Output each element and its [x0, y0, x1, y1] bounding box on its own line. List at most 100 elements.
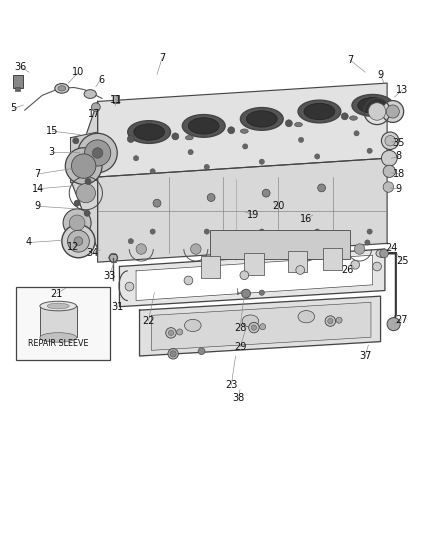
Circle shape: [228, 127, 235, 134]
Text: 22: 22: [142, 316, 155, 326]
Text: 29: 29: [234, 342, 246, 352]
Circle shape: [73, 138, 79, 144]
Circle shape: [84, 210, 90, 216]
Ellipse shape: [40, 333, 77, 342]
Circle shape: [382, 101, 404, 123]
Text: 33: 33: [103, 271, 115, 281]
Circle shape: [172, 133, 179, 140]
FancyBboxPatch shape: [16, 287, 110, 360]
Text: 9: 9: [378, 70, 384, 80]
Text: 9: 9: [396, 184, 402, 194]
Text: 26: 26: [342, 265, 354, 275]
Circle shape: [125, 282, 134, 291]
Circle shape: [341, 113, 348, 120]
Circle shape: [74, 200, 80, 206]
FancyBboxPatch shape: [113, 95, 119, 103]
Text: 25: 25: [396, 256, 409, 266]
Circle shape: [74, 237, 83, 246]
Ellipse shape: [294, 123, 302, 127]
Circle shape: [383, 165, 396, 177]
Circle shape: [368, 103, 386, 120]
Circle shape: [328, 318, 333, 324]
Text: 10: 10: [72, 67, 85, 77]
Polygon shape: [136, 255, 373, 301]
Text: 34: 34: [86, 248, 99, 259]
Ellipse shape: [84, 90, 96, 99]
Circle shape: [365, 240, 370, 245]
Circle shape: [381, 150, 397, 166]
Circle shape: [170, 351, 176, 357]
Circle shape: [314, 154, 320, 159]
FancyBboxPatch shape: [201, 256, 220, 278]
Text: 12: 12: [67, 242, 79, 252]
Circle shape: [380, 249, 389, 258]
Circle shape: [136, 244, 147, 254]
Circle shape: [76, 183, 95, 203]
Ellipse shape: [40, 301, 77, 311]
Text: 27: 27: [395, 315, 408, 325]
Circle shape: [259, 159, 265, 164]
Circle shape: [92, 103, 100, 111]
Circle shape: [191, 244, 201, 254]
FancyBboxPatch shape: [288, 251, 307, 272]
Polygon shape: [98, 158, 387, 262]
Ellipse shape: [242, 315, 259, 327]
Polygon shape: [98, 83, 387, 177]
Circle shape: [128, 239, 134, 244]
Circle shape: [249, 322, 259, 333]
Text: 5: 5: [11, 103, 17, 114]
Text: 23: 23: [225, 380, 237, 390]
Circle shape: [354, 244, 365, 254]
Text: 7: 7: [159, 53, 166, 63]
Polygon shape: [71, 101, 98, 249]
FancyBboxPatch shape: [13, 75, 22, 88]
Ellipse shape: [182, 115, 225, 138]
Text: 9: 9: [35, 201, 41, 211]
Ellipse shape: [298, 311, 314, 323]
Circle shape: [240, 271, 249, 280]
Text: REPAIR SLEEVE: REPAIR SLEEVE: [28, 339, 88, 348]
Circle shape: [251, 325, 257, 330]
Circle shape: [301, 244, 311, 254]
Ellipse shape: [47, 303, 69, 309]
Text: 31: 31: [112, 302, 124, 312]
Circle shape: [134, 156, 139, 161]
Circle shape: [204, 229, 209, 234]
Ellipse shape: [128, 120, 170, 143]
Circle shape: [259, 290, 265, 295]
FancyBboxPatch shape: [323, 248, 342, 270]
Circle shape: [296, 265, 304, 274]
Circle shape: [381, 132, 399, 149]
Circle shape: [367, 229, 372, 234]
Circle shape: [168, 349, 178, 359]
Text: 8: 8: [396, 151, 402, 161]
Text: 38: 38: [233, 393, 245, 403]
Circle shape: [92, 148, 103, 158]
Circle shape: [314, 229, 320, 234]
Text: 19: 19: [247, 210, 259, 220]
Text: 37: 37: [359, 351, 371, 361]
Ellipse shape: [240, 129, 248, 133]
Circle shape: [177, 329, 183, 335]
Circle shape: [243, 144, 248, 149]
Circle shape: [286, 120, 292, 127]
Ellipse shape: [376, 249, 387, 257]
Circle shape: [207, 193, 215, 201]
Circle shape: [385, 135, 396, 146]
Circle shape: [318, 184, 325, 192]
Circle shape: [354, 131, 359, 136]
Ellipse shape: [352, 94, 393, 116]
Circle shape: [379, 108, 386, 115]
Circle shape: [71, 154, 96, 179]
Circle shape: [387, 318, 400, 330]
FancyBboxPatch shape: [210, 230, 350, 259]
Circle shape: [260, 324, 266, 330]
Text: 15: 15: [46, 126, 58, 136]
Ellipse shape: [304, 103, 335, 120]
Circle shape: [166, 328, 176, 338]
Polygon shape: [151, 302, 371, 350]
Polygon shape: [71, 132, 98, 183]
Text: 36: 36: [14, 61, 26, 71]
Circle shape: [373, 262, 381, 271]
Circle shape: [62, 224, 95, 258]
